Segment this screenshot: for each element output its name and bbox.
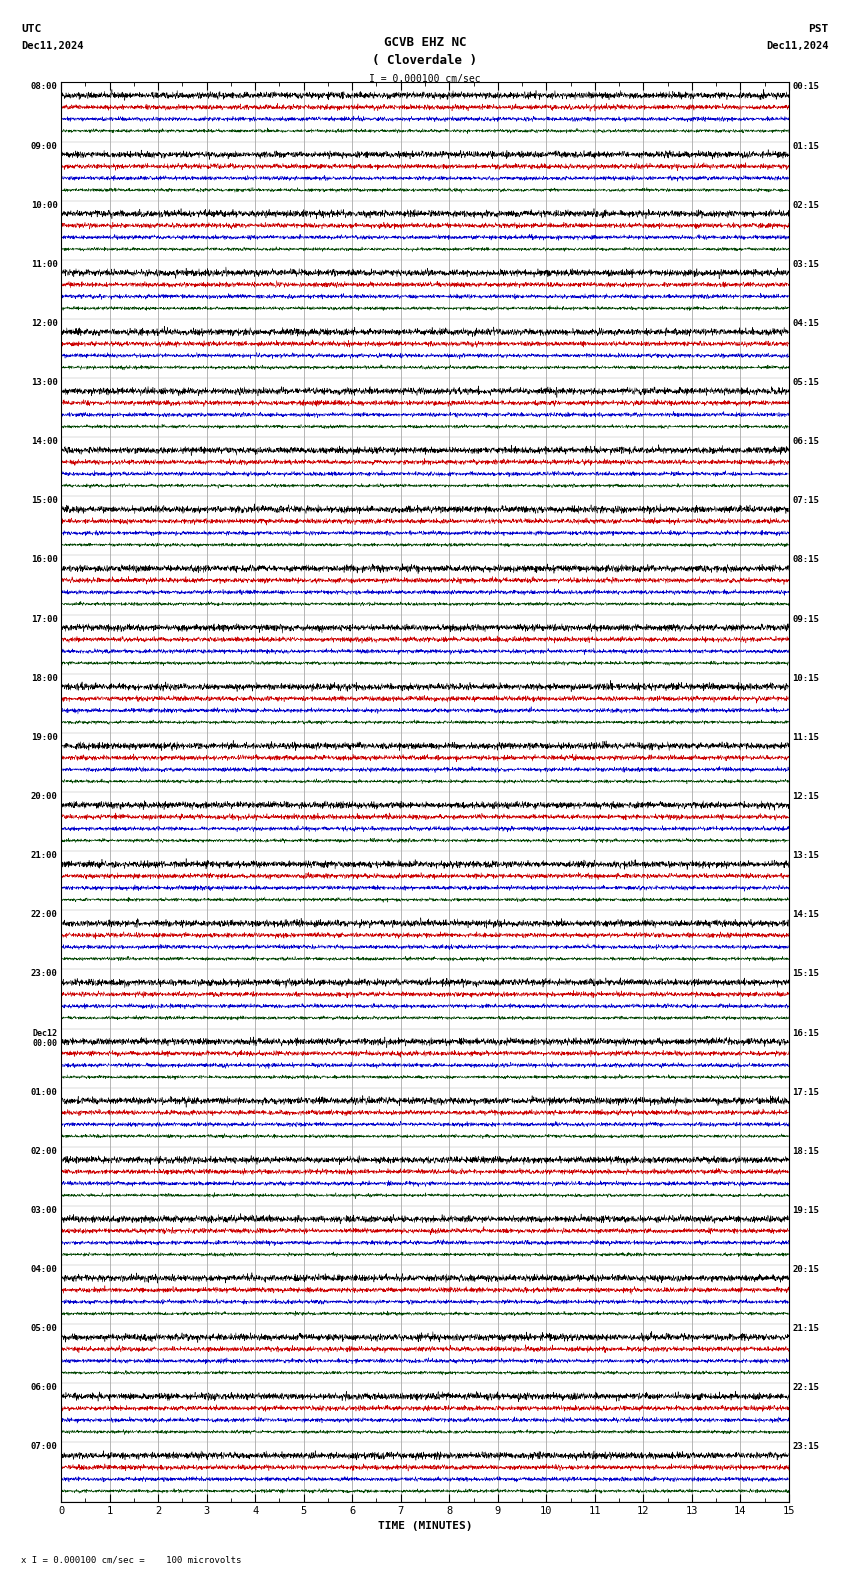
Text: 13:00: 13:00 <box>31 379 58 386</box>
Text: 15:15: 15:15 <box>792 969 819 979</box>
Text: 11:00: 11:00 <box>31 260 58 269</box>
X-axis label: TIME (MINUTES): TIME (MINUTES) <box>377 1521 473 1530</box>
Text: 22:00: 22:00 <box>31 911 58 919</box>
Text: I = 0.000100 cm/sec: I = 0.000100 cm/sec <box>369 74 481 84</box>
Text: 20:00: 20:00 <box>31 792 58 802</box>
Text: 08:00: 08:00 <box>31 82 58 92</box>
Text: 13:15: 13:15 <box>792 851 819 860</box>
Text: 23:15: 23:15 <box>792 1443 819 1451</box>
Text: Dec11,2024: Dec11,2024 <box>21 41 84 51</box>
Text: ( Cloverdale ): ( Cloverdale ) <box>372 54 478 67</box>
Text: PST: PST <box>808 24 829 33</box>
Text: 06:15: 06:15 <box>792 437 819 447</box>
Text: 17:15: 17:15 <box>792 1088 819 1096</box>
Text: 03:15: 03:15 <box>792 260 819 269</box>
Text: 07:15: 07:15 <box>792 496 819 505</box>
Text: Dec11,2024: Dec11,2024 <box>766 41 829 51</box>
Text: 11:15: 11:15 <box>792 733 819 741</box>
Text: UTC: UTC <box>21 24 42 33</box>
Text: 18:00: 18:00 <box>31 673 58 683</box>
Text: 03:00: 03:00 <box>31 1205 58 1215</box>
Text: 01:15: 01:15 <box>792 141 819 150</box>
Text: 10:15: 10:15 <box>792 673 819 683</box>
Text: 00:15: 00:15 <box>792 82 819 92</box>
Text: 04:15: 04:15 <box>792 318 819 328</box>
Text: 05:15: 05:15 <box>792 379 819 386</box>
Text: 09:15: 09:15 <box>792 615 819 624</box>
Text: 16:00: 16:00 <box>31 556 58 564</box>
Text: GCVB EHZ NC: GCVB EHZ NC <box>383 36 467 49</box>
Text: 19:00: 19:00 <box>31 733 58 741</box>
Text: 21:15: 21:15 <box>792 1324 819 1334</box>
Text: 12:00: 12:00 <box>31 318 58 328</box>
Text: 10:00: 10:00 <box>31 201 58 209</box>
Text: x I = 0.000100 cm/sec =    100 microvolts: x I = 0.000100 cm/sec = 100 microvolts <box>21 1555 241 1565</box>
Text: 04:00: 04:00 <box>31 1266 58 1274</box>
Text: 07:00: 07:00 <box>31 1443 58 1451</box>
Text: 16:15: 16:15 <box>792 1028 819 1038</box>
Text: 14:15: 14:15 <box>792 911 819 919</box>
Text: 18:15: 18:15 <box>792 1147 819 1156</box>
Text: 22:15: 22:15 <box>792 1383 819 1392</box>
Text: 12:15: 12:15 <box>792 792 819 802</box>
Text: 02:15: 02:15 <box>792 201 819 209</box>
Text: 01:00: 01:00 <box>31 1088 58 1096</box>
Text: 17:00: 17:00 <box>31 615 58 624</box>
Text: 06:00: 06:00 <box>31 1383 58 1392</box>
Text: Dec12
00:00: Dec12 00:00 <box>32 1028 58 1049</box>
Text: 02:00: 02:00 <box>31 1147 58 1156</box>
Text: 21:00: 21:00 <box>31 851 58 860</box>
Text: 15:00: 15:00 <box>31 496 58 505</box>
Text: 19:15: 19:15 <box>792 1205 819 1215</box>
Text: 14:00: 14:00 <box>31 437 58 447</box>
Text: 20:15: 20:15 <box>792 1266 819 1274</box>
Text: 23:00: 23:00 <box>31 969 58 979</box>
Text: 05:00: 05:00 <box>31 1324 58 1334</box>
Text: 08:15: 08:15 <box>792 556 819 564</box>
Text: 09:00: 09:00 <box>31 141 58 150</box>
